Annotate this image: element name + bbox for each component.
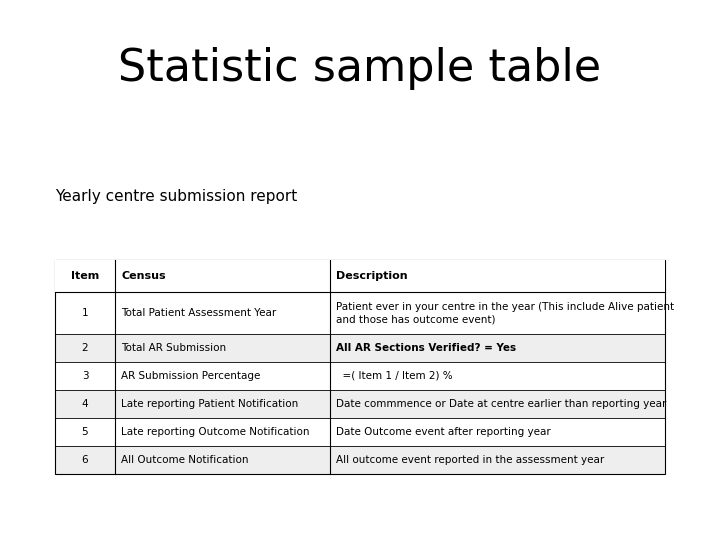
Text: Date Outcome event after reporting year: Date Outcome event after reporting year (336, 427, 551, 437)
Text: Late reporting Patient Notification: Late reporting Patient Notification (121, 399, 298, 409)
Text: All outcome event reported in the assessment year: All outcome event reported in the assess… (336, 455, 604, 465)
Bar (55, 292, 665, 334)
Bar (55, 260, 665, 292)
Bar (55, 446, 665, 474)
Bar (55, 334, 665, 362)
Text: Late reporting Outcome Notification: Late reporting Outcome Notification (121, 427, 310, 437)
Text: Yearly centre submission report: Yearly centre submission report (55, 188, 297, 204)
Text: Total AR Submission: Total AR Submission (121, 343, 226, 353)
Text: Statistic sample table: Statistic sample table (118, 46, 602, 90)
Text: Patient ever in your centre in the year (This include Alive patient
and those ha: Patient ever in your centre in the year … (336, 302, 674, 324)
Text: 5: 5 (81, 427, 89, 437)
Text: All Outcome Notification: All Outcome Notification (121, 455, 248, 465)
Text: 3: 3 (81, 371, 89, 381)
Text: All AR Sections Verified? = Yes: All AR Sections Verified? = Yes (336, 343, 516, 353)
Text: Census: Census (121, 271, 166, 281)
Text: =( Item 1 / Item 2) %: =( Item 1 / Item 2) % (336, 371, 453, 381)
Bar (55, 362, 665, 390)
Bar (55, 418, 665, 446)
Text: Item: Item (71, 271, 99, 281)
Bar (55, 390, 665, 418)
Text: Description: Description (336, 271, 408, 281)
Text: 2: 2 (81, 343, 89, 353)
Text: 4: 4 (81, 399, 89, 409)
Text: AR Submission Percentage: AR Submission Percentage (121, 371, 261, 381)
Text: 6: 6 (81, 455, 89, 465)
Text: 1: 1 (81, 308, 89, 318)
Text: Total Patient Assessment Year: Total Patient Assessment Year (121, 308, 276, 318)
Bar (55, 260, 665, 474)
Text: Date commmence or Date at centre earlier than reporting year: Date commmence or Date at centre earlier… (336, 399, 667, 409)
